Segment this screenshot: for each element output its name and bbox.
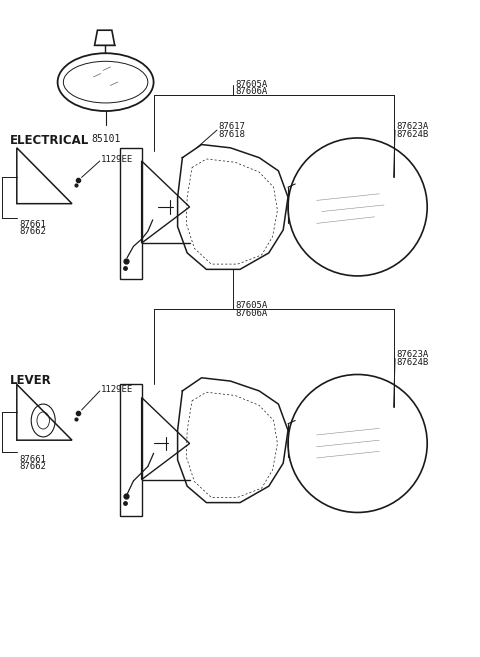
Text: 87623A: 87623A [396,122,428,131]
Bar [120,384,142,516]
Text: 87606A: 87606A [235,309,267,318]
Text: 87623A: 87623A [396,350,428,359]
Text: 87605A: 87605A [235,79,267,89]
Text: 85101: 85101 [91,134,120,144]
Text: 87624B: 87624B [396,129,428,139]
Text: 87662: 87662 [19,227,46,237]
Text: 1129EE: 1129EE [101,155,133,164]
Bar [120,148,142,279]
Text: 1129EE: 1129EE [101,385,133,394]
Text: 87617: 87617 [218,122,245,131]
Text: 87618: 87618 [218,129,245,139]
Text: 87605A: 87605A [235,301,267,310]
Text: 87661: 87661 [19,455,46,464]
Text: 87606A: 87606A [235,87,267,97]
Text: ELECTRICAL: ELECTRICAL [10,134,89,147]
Text: 87662: 87662 [19,462,46,471]
Text: 87624B: 87624B [396,358,428,367]
Text: LEVER: LEVER [10,374,51,388]
Text: 87661: 87661 [19,220,46,229]
